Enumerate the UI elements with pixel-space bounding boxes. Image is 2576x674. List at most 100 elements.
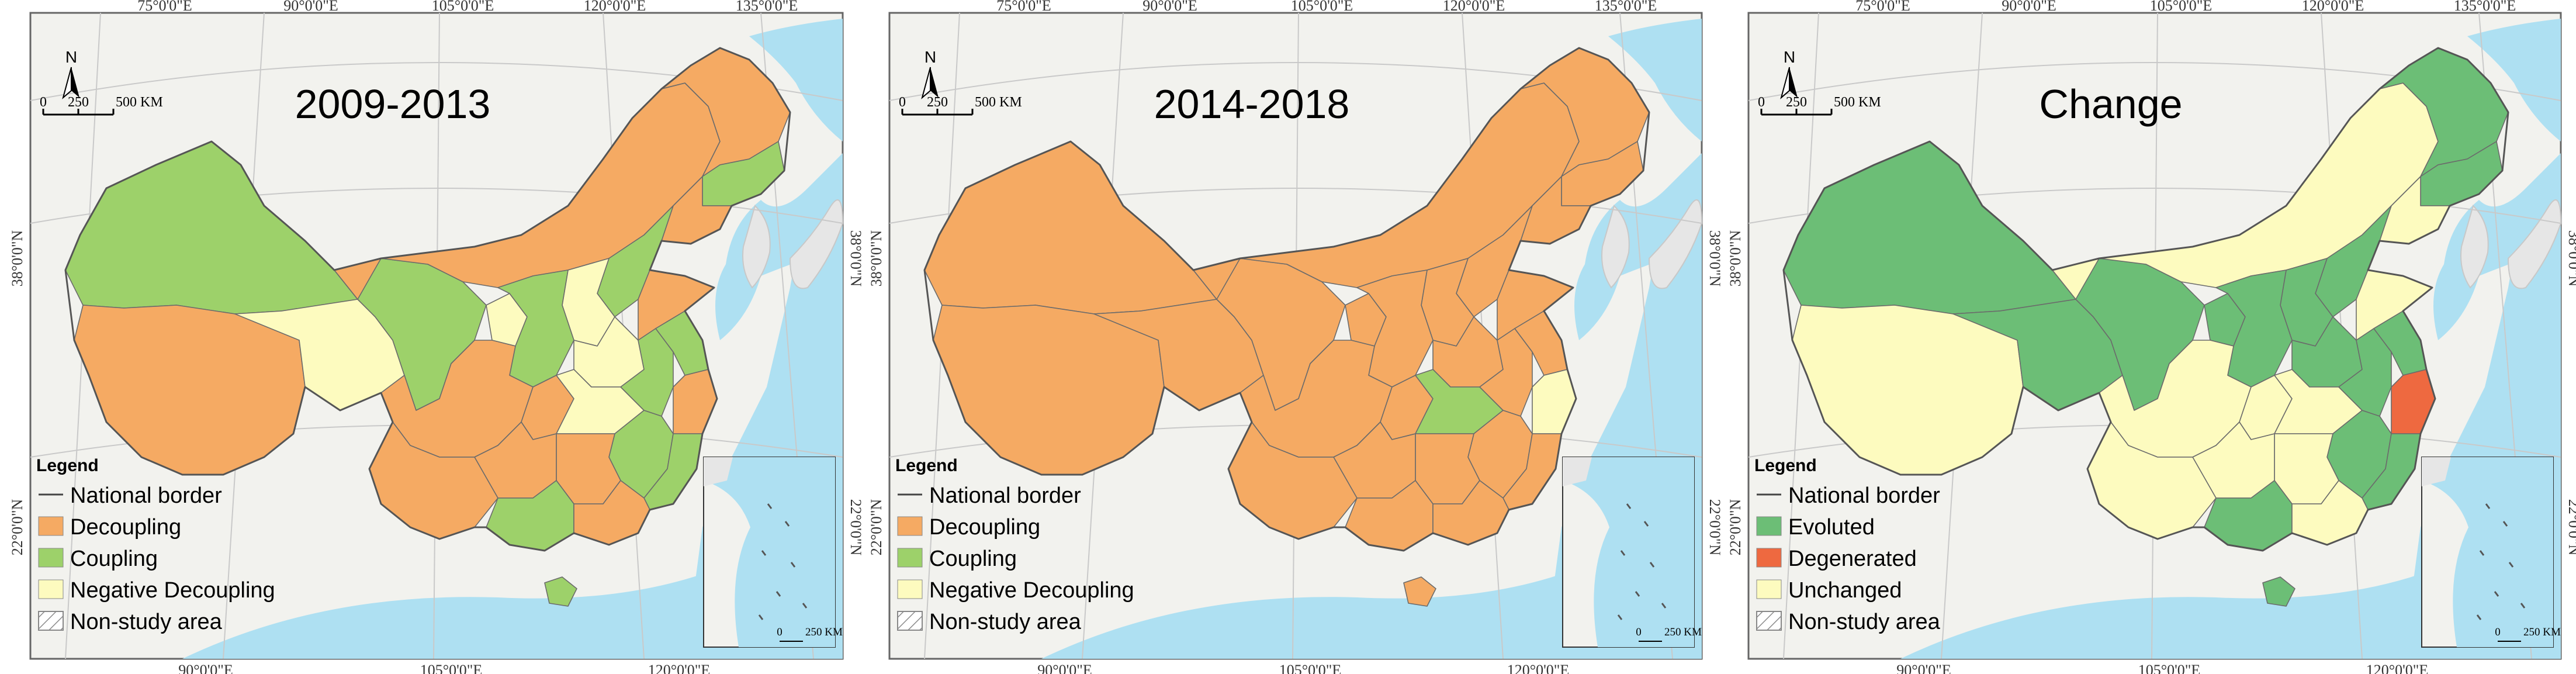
- legend-title: Legend: [36, 456, 99, 475]
- sea-bohai: [2433, 188, 2561, 340]
- scale-bar-label: 500 KM: [1834, 95, 1881, 110]
- inset-scale-label: 250 KM: [2523, 626, 2561, 638]
- inset-island: [767, 503, 773, 509]
- scale-bar: 0 250 500 KM: [40, 95, 163, 116]
- lat-label-left: 38°0'0"N: [1727, 230, 1744, 287]
- legend-swatch-hatch: [38, 611, 64, 631]
- lon-label-top: 75°0'0"E: [996, 0, 1051, 14]
- lat-label-right: 38°0'0"N: [2565, 230, 2576, 287]
- legend-swatch: [38, 579, 64, 599]
- legend-swatch: [1756, 548, 1782, 568]
- lon-label-top: 105°0'0"E: [2150, 0, 2213, 14]
- legend-swatch: [897, 516, 923, 536]
- north-arrow-icon: N: [62, 48, 79, 99]
- scale-bar-label: 0: [1758, 95, 1765, 110]
- inset-island: [1643, 521, 1649, 527]
- lat-label-left: 22°0'0"N: [1727, 499, 1744, 556]
- inset-land: [704, 457, 733, 486]
- national-border: [1782, 47, 2509, 552]
- lon-label-bottom: 105°0'0"E: [1279, 662, 1342, 674]
- panel-title: 2009-2013: [295, 81, 491, 127]
- legend-label: Coupling: [70, 547, 158, 571]
- lat-label-right: 22°0'0"N: [1706, 499, 1723, 556]
- inset-island: [2476, 614, 2482, 620]
- lat-label-right: 38°0'0"N: [1706, 230, 1723, 287]
- legend-label: Non-study area: [70, 610, 223, 634]
- lon-label-bottom: 90°0'0"E: [1896, 662, 1951, 674]
- legend-swatch-hatch: [1756, 611, 1782, 631]
- legend-label: Non-study area: [929, 610, 1082, 634]
- north-arrow-icon: N: [921, 48, 939, 99]
- legend: Legend National border Evoluted Degenerated…: [1754, 456, 1941, 634]
- scale-bar-label: 250: [68, 95, 89, 110]
- lon-label-top: 105°0'0"E: [1291, 0, 1353, 14]
- lon-label-top: 135°0'0"E: [1595, 0, 1657, 14]
- inset-map: 0 250 KM: [1562, 457, 1702, 648]
- legend-swatch: [1756, 516, 1782, 536]
- lon-label-bottom: 120°0'0"E: [2366, 662, 2429, 674]
- inset-island: [2479, 550, 2485, 556]
- north-arrow-half-light: [1780, 67, 1790, 99]
- lon-label-bottom: 105°0'0"E: [2138, 662, 2201, 674]
- map-panel-2: 75°0'0"E 90°0'0"E 105°0'0"E 120°0'0"E 135°0'…: [868, 0, 1723, 674]
- legend-label: Negative Decoupling: [929, 578, 1134, 603]
- neighbor-korea: [2460, 205, 2489, 289]
- sea-south: [1900, 574, 2426, 659]
- sea-bohai: [1574, 188, 1702, 340]
- inset-island: [775, 591, 781, 597]
- scale-bar-label: 250: [927, 95, 948, 110]
- lon-label-bottom: 90°0'0"E: [178, 662, 233, 674]
- lat-label-right: 38°0'0"N: [847, 230, 864, 287]
- legend-label: Degenerated: [1788, 547, 1917, 571]
- legend: Legend National border Decoupling Coupling N…: [895, 456, 1134, 634]
- legend-label: National border: [929, 483, 1081, 508]
- north-arrow-half-light: [921, 67, 931, 99]
- lon-label-bottom: 120°0'0"E: [1507, 662, 1570, 674]
- scale-bar: 0 250 500 KM: [899, 95, 1022, 116]
- legend-label: Unchanged: [1788, 578, 1902, 603]
- inset-island: [802, 603, 808, 609]
- inset-map: 0 250 KM: [703, 457, 843, 648]
- inset-land: [1563, 457, 1592, 486]
- inset-island: [1661, 603, 1667, 609]
- national-border: [923, 47, 1650, 552]
- inset-scale-bar: 0 250 KM: [1636, 626, 1702, 642]
- legend-label: Evoluted: [1788, 515, 1875, 540]
- legend-swatch: [897, 548, 923, 568]
- legend-swatch: [38, 516, 64, 536]
- inset-sea: [1563, 457, 1694, 647]
- legend-label: Coupling: [929, 547, 1017, 571]
- legend: Legend National border Decoupling Coupling N…: [36, 456, 275, 634]
- lon-label-top: 90°0'0"E: [2002, 0, 2056, 14]
- inset-scale-label: 0: [2495, 626, 2501, 638]
- map-panel-1: 75°0'0"E 90°0'0"E 105°0'0"E 120°0'0"E 135°0'…: [9, 0, 864, 674]
- lon-label-top: 75°0'0"E: [1855, 0, 1910, 14]
- legend-label: Negative Decoupling: [70, 578, 275, 603]
- sea-northeast: [1608, 19, 1702, 141]
- inset-island: [2508, 562, 2514, 568]
- panel-title: Change: [2039, 81, 2182, 127]
- legend-swatch: [1756, 579, 1782, 599]
- inset-island: [2502, 521, 2508, 527]
- legend-label: National border: [1788, 483, 1940, 508]
- sea-south: [182, 574, 708, 659]
- lon-label-top: 135°0'0"E: [2454, 0, 2516, 14]
- legend-swatch-hatch: [897, 611, 923, 631]
- inset-land: [2422, 457, 2451, 486]
- inset-scale-label: 250 KM: [805, 626, 843, 638]
- inset-island: [1626, 503, 1632, 509]
- inset-island: [2520, 603, 2526, 609]
- panel-title: 2014-2018: [1154, 81, 1350, 127]
- north-arrow-icon: N: [1780, 48, 1798, 99]
- inset-island: [784, 521, 790, 527]
- lat-label-left: 38°0'0"N: [9, 230, 26, 287]
- inset-scale-bar: 0 250 KM: [2495, 626, 2561, 642]
- north-arrow-label: N: [1784, 48, 1795, 66]
- inset-island: [1617, 614, 1623, 620]
- legend-label: Non-study area: [1788, 610, 1941, 634]
- lon-label-top: 120°0'0"E: [2302, 0, 2364, 14]
- lon-label-top: 105°0'0"E: [432, 0, 494, 14]
- inset-island: [758, 614, 764, 620]
- province-hainan: [544, 576, 577, 607]
